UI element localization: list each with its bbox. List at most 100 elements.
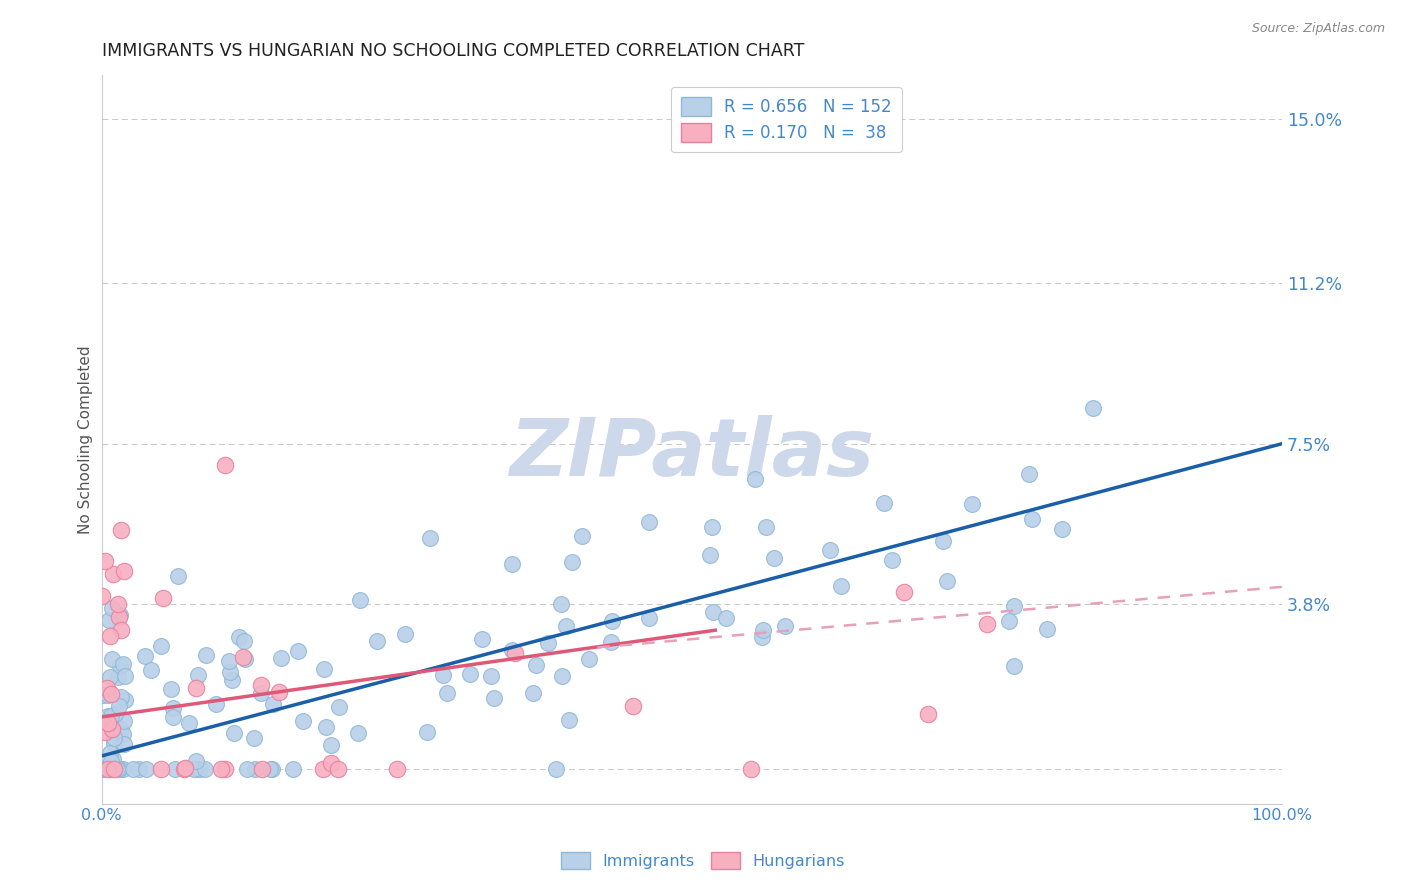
Point <box>90 589 112 603</box>
Point <box>222 726 245 740</box>
Point <box>893 584 915 599</box>
Point <box>107 597 129 611</box>
Point <box>551 668 574 682</box>
Text: ZIPatlas: ZIPatlas <box>509 415 875 493</box>
Point <box>97 762 120 776</box>
Point <box>205 697 228 711</box>
Point <box>550 597 572 611</box>
Point <box>108 607 131 622</box>
Point <box>262 697 284 711</box>
Point <box>349 593 371 607</box>
Point <box>100 762 122 776</box>
Point <box>105 762 128 776</box>
Point <box>97 715 120 730</box>
Point <box>260 762 283 776</box>
Point <box>270 650 292 665</box>
Point <box>139 664 162 678</box>
Point <box>194 648 217 662</box>
Point <box>503 646 526 660</box>
Point <box>882 553 904 567</box>
Point <box>97 762 120 776</box>
Point <box>107 762 129 776</box>
Point <box>219 665 242 679</box>
Point <box>101 762 124 776</box>
Point <box>932 533 955 548</box>
Text: IMMIGRANTS VS HUNGARIAN NO SCHOOLING COMPLETED CORRELATION CHART: IMMIGRANTS VS HUNGARIAN NO SCHOOLING COM… <box>101 42 804 60</box>
Point <box>114 668 136 682</box>
Point <box>112 564 135 578</box>
Point <box>150 639 173 653</box>
Point <box>755 519 778 533</box>
Point <box>347 726 370 740</box>
Point <box>96 681 118 695</box>
Point <box>100 762 122 776</box>
Point <box>214 762 236 776</box>
Point <box>97 688 120 702</box>
Point <box>526 658 548 673</box>
Point <box>162 701 184 715</box>
Point <box>501 557 523 571</box>
Point <box>1021 512 1043 526</box>
Point <box>1035 622 1057 636</box>
Point <box>163 762 186 776</box>
Point <box>108 659 131 673</box>
Point <box>149 762 172 776</box>
Point <box>101 762 124 776</box>
Point <box>110 623 132 637</box>
Point <box>600 614 623 628</box>
Point <box>818 542 841 557</box>
Point <box>637 611 659 625</box>
Point <box>555 619 578 633</box>
Point <box>111 657 134 671</box>
Point <box>243 731 266 745</box>
Point <box>714 611 737 625</box>
Point <box>96 762 118 776</box>
Point <box>537 635 560 649</box>
Point <box>917 706 939 721</box>
Point <box>134 649 156 664</box>
Point <box>101 762 124 776</box>
Point <box>98 670 121 684</box>
Point <box>1081 401 1104 415</box>
Point <box>471 632 494 646</box>
Point <box>250 685 273 699</box>
Point <box>94 554 117 568</box>
Point <box>194 762 217 776</box>
Point <box>184 754 207 768</box>
Point <box>319 738 342 752</box>
Point <box>107 670 129 684</box>
Point <box>232 650 254 665</box>
Point <box>93 762 115 776</box>
Point <box>233 634 256 648</box>
Point <box>976 616 998 631</box>
Point <box>366 634 388 648</box>
Point <box>416 725 439 739</box>
Point <box>700 520 723 534</box>
Point <box>183 762 205 776</box>
Point <box>103 735 125 749</box>
Point <box>103 566 125 581</box>
Point <box>315 720 337 734</box>
Point <box>97 709 120 723</box>
Point <box>98 762 121 776</box>
Point <box>114 693 136 707</box>
Point <box>233 651 256 665</box>
Point <box>174 761 197 775</box>
Point <box>740 762 762 776</box>
Point <box>250 762 273 776</box>
Point <box>184 681 207 695</box>
Point <box>108 762 131 776</box>
Point <box>558 713 581 727</box>
Point <box>600 635 623 649</box>
Point <box>100 709 122 723</box>
Point <box>267 685 290 699</box>
Point <box>326 762 349 776</box>
Point <box>98 613 121 627</box>
Point <box>101 762 124 776</box>
Point <box>221 673 243 687</box>
Point <box>160 681 183 696</box>
Point <box>103 706 125 721</box>
Point <box>578 652 600 666</box>
Point <box>419 531 441 545</box>
Point <box>259 762 281 776</box>
